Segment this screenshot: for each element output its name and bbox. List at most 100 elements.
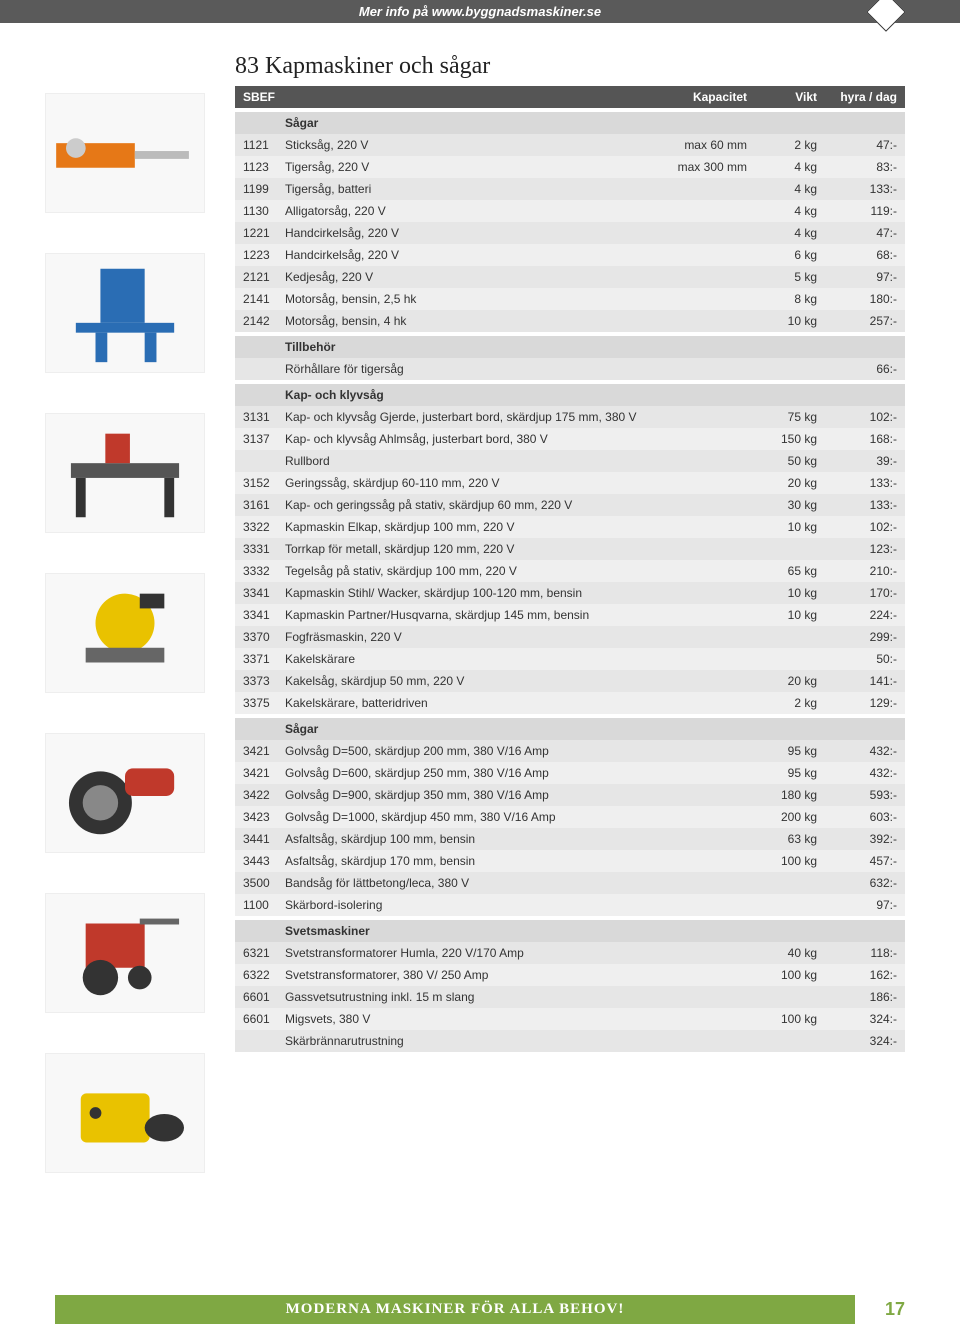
cell-price: 324:- (817, 1034, 897, 1048)
cell-price: 210:- (817, 564, 897, 578)
cell-desc: Migsvets, 380 V (285, 1012, 637, 1026)
cell-price: 141:- (817, 674, 897, 688)
table-row: 3341Kapmaskin Partner/Husqvarna, skärdju… (235, 604, 905, 626)
cell-sbef: 3332 (243, 564, 285, 578)
table-row: 3161Kap- och geringssåg på stativ, skärd… (235, 494, 905, 516)
cell-desc: Kakelskärare (285, 652, 637, 666)
cell-sbef (243, 362, 285, 376)
cell-price: 324:- (817, 1012, 897, 1026)
section-header: Sågar (235, 112, 905, 134)
cell-weight: 4 kg (747, 160, 817, 174)
cell-sbef: 1199 (243, 182, 285, 196)
cell-weight: 150 kg (747, 432, 817, 446)
cell-capacity: max 60 mm (637, 138, 747, 152)
cell-capacity (637, 454, 747, 468)
cell-capacity (637, 1034, 747, 1048)
cell-price: 133:- (817, 182, 897, 196)
table-row: 1130Alligatorsåg, 220 V4 kg119:- (235, 200, 905, 222)
cell-capacity (637, 270, 747, 284)
table-row: 3422Golvsåg D=900, skärdjup 350 mm, 380 … (235, 784, 905, 806)
cell-desc: Rullbord (285, 454, 637, 468)
page-title: 83 Kapmaskiner och sågar (235, 53, 905, 80)
cell-capacity (637, 876, 747, 890)
table-row: 3332Tegelsåg på stativ, skärdjup 100 mm,… (235, 560, 905, 582)
section-header: Svetsmaskiner (235, 920, 905, 942)
table-row: 3131Kap- och klyvsåg Gjerde, justerbart … (235, 406, 905, 428)
cell-weight: 180 kg (747, 788, 817, 802)
cell-price: 170:- (817, 586, 897, 600)
cell-price: 257:- (817, 314, 897, 328)
cell-sbef: 6322 (243, 968, 285, 982)
cell-desc: Geringssåg, skärdjup 60-110 mm, 220 V (285, 476, 637, 490)
footer-bar: MODERNA MASKINER FÖR ALLA BEHOV! 17 (0, 1295, 960, 1324)
cell-price: 118:- (817, 946, 897, 960)
cell-price: 102:- (817, 410, 897, 424)
cell-desc: Motorsåg, bensin, 2,5 hk (285, 292, 637, 306)
cell-sbef: 1100 (243, 898, 285, 912)
cell-capacity (637, 586, 747, 600)
cell-desc: Golvsåg D=1000, skärdjup 450 mm, 380 V/1… (285, 810, 637, 824)
cell-weight (747, 652, 817, 666)
cell-price: 162:- (817, 968, 897, 982)
table-row: 1221Handcirkelsåg, 220 V4 kg47:- (235, 222, 905, 244)
product-image-tilesaw (45, 413, 205, 533)
cell-desc: Tigersåg, batteri (285, 182, 637, 196)
cell-price: 432:- (817, 744, 897, 758)
cell-sbef: 3137 (243, 432, 285, 446)
cell-price: 224:- (817, 608, 897, 622)
top-link-text: Mer info på www.byggnadsmaskiner.se (359, 4, 601, 19)
table-row: 3423Golvsåg D=1000, skärdjup 450 mm, 380… (235, 806, 905, 828)
table-row: 3443Asfaltsåg, skärdjup 170 mm, bensin10… (235, 850, 905, 872)
table-row: 3441Asfaltsåg, skärdjup 100 mm, bensin63… (235, 828, 905, 850)
cell-capacity (637, 204, 747, 218)
table-row: 3375Kakelskärare, batteridriven2 kg129:- (235, 692, 905, 714)
cell-capacity (637, 226, 747, 240)
table-row: 2142Motorsåg, bensin, 4 hk10 kg257:- (235, 310, 905, 332)
cell-price: 50:- (817, 652, 897, 666)
cell-desc: Skärbord-isolering (285, 898, 637, 912)
cell-capacity (637, 854, 747, 868)
cell-price: 186:- (817, 990, 897, 1004)
table-row: 3331Torrkap för metall, skärdjup 120 mm,… (235, 538, 905, 560)
table-row: 6321Svetstransformatorer Humla, 220 V/17… (235, 942, 905, 964)
cell-sbef: 3161 (243, 498, 285, 512)
cell-capacity (637, 314, 747, 328)
cell-price: 129:- (817, 696, 897, 710)
cell-price: 123:- (817, 542, 897, 556)
cell-capacity (637, 248, 747, 262)
cell-price: 603:- (817, 810, 897, 824)
table-row: 6601Gassvetsutrustning inkl. 15 m slang1… (235, 986, 905, 1008)
product-image-chainsaw (45, 93, 205, 213)
cell-weight: 6 kg (747, 248, 817, 262)
col-header-sbef: SBEF (243, 90, 285, 104)
table-row: 3341Kapmaskin Stihl/ Wacker, skärdjup 10… (235, 582, 905, 604)
cell-desc: Golvsåg D=900, skärdjup 350 mm, 380 V/16… (285, 788, 637, 802)
cell-sbef: 6601 (243, 990, 285, 1004)
cell-price: 133:- (817, 476, 897, 490)
table-row: Rullbord50 kg39:- (235, 450, 905, 472)
cell-weight: 8 kg (747, 292, 817, 306)
cell-sbef: 6321 (243, 946, 285, 960)
col-header-weight: Vikt (747, 90, 817, 104)
cell-capacity (637, 542, 747, 556)
cell-price: 97:- (817, 270, 897, 284)
cell-sbef (243, 454, 285, 468)
cell-price: 102:- (817, 520, 897, 534)
cell-desc: Motorsåg, bensin, 4 hk (285, 314, 637, 328)
cell-capacity (637, 898, 747, 912)
page-number: 17 (855, 1299, 905, 1320)
product-image-cutoffsaw (45, 733, 205, 853)
cell-desc: Torrkap för metall, skärdjup 120 mm, 220… (285, 542, 637, 556)
table-row: 2121Kedjesåg, 220 V5 kg97:- (235, 266, 905, 288)
cell-weight: 40 kg (747, 946, 817, 960)
cell-price: 133:- (817, 498, 897, 512)
cell-desc: Kap- och klyvsåg Ahlmsåg, justerbart bor… (285, 432, 637, 446)
cell-capacity (637, 674, 747, 688)
cell-weight: 20 kg (747, 674, 817, 688)
cell-price: 299:- (817, 630, 897, 644)
cell-desc: Kapmaskin Elkap, skärdjup 100 mm, 220 V (285, 520, 637, 534)
cell-sbef: 3341 (243, 586, 285, 600)
section-header: Tillbehör (235, 336, 905, 358)
cell-weight: 10 kg (747, 586, 817, 600)
cell-desc: Sticksåg, 220 V (285, 138, 637, 152)
